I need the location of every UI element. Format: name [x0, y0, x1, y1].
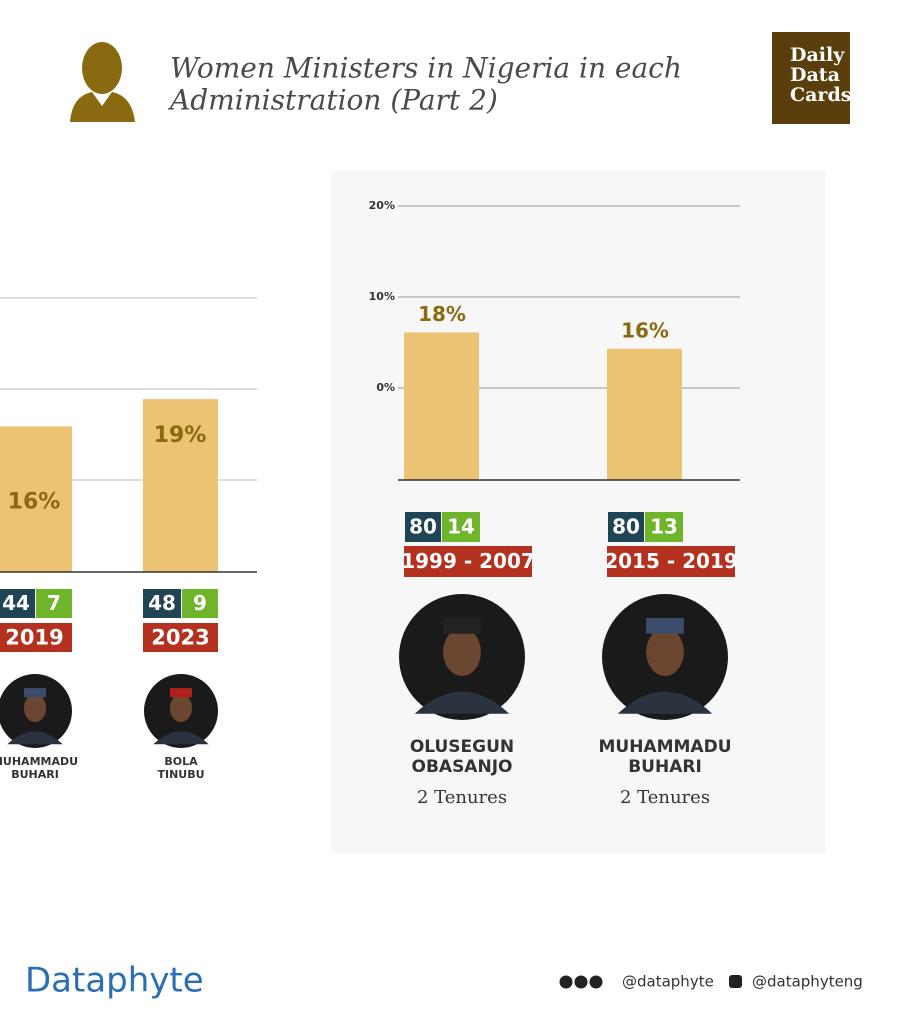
title-line: Women Ministers in Nigeria in each — [170, 52, 682, 85]
name: BUHARI — [11, 768, 59, 781]
logo-text: Daily — [790, 44, 845, 66]
bar — [607, 348, 682, 480]
bar — [143, 399, 218, 572]
name: OLUSEGUN — [410, 737, 514, 757]
handle: @dataphyteng — [752, 973, 863, 991]
bar-label: 16% — [8, 489, 61, 514]
axis-label: 0% — [376, 381, 395, 394]
logo-text: Data — [790, 64, 840, 86]
face — [23, 693, 47, 723]
count-badge — [36, 589, 72, 618]
handle: @dataphyte — [622, 973, 714, 991]
shoulders — [7, 731, 63, 745]
bar-label: 16% — [621, 318, 669, 342]
name: BUHARI — [628, 757, 702, 777]
social-icon — [589, 975, 603, 989]
title-line: Administration (Part 2) — [167, 84, 498, 117]
name: OBASANJO — [412, 757, 513, 777]
social-icon — [559, 975, 573, 989]
count-badge — [405, 512, 441, 542]
bar — [0, 426, 72, 572]
count-badge-text: 48 — [148, 591, 176, 615]
period-badge-text: 2019 — [5, 626, 63, 650]
count-badge-text: 13 — [650, 515, 678, 539]
count-badge-text: 7 — [47, 591, 61, 615]
period-badge — [143, 623, 218, 652]
name: TINUBU — [157, 768, 204, 781]
tenures: 2 Tenures — [417, 787, 507, 808]
name: MUHAMMADU — [0, 755, 78, 768]
period-badge-text: 2015 - 2019 — [604, 549, 738, 573]
bar-label: 19% — [154, 423, 207, 448]
count-badge-text: 14 — [447, 515, 475, 539]
face — [646, 628, 684, 676]
name: MUHAMMADU — [598, 737, 731, 757]
count-badge-text: 80 — [612, 515, 640, 539]
period-badge — [607, 546, 735, 577]
shoulders — [414, 691, 510, 714]
count-badge — [608, 512, 644, 542]
cap — [169, 688, 193, 698]
count-badge — [442, 512, 480, 542]
tenures: 2 Tenures — [620, 787, 710, 808]
count-badge-text: 80 — [409, 515, 437, 539]
count-badge — [0, 589, 35, 618]
social-icon — [729, 975, 742, 988]
period-badge-text: 2023 — [151, 626, 209, 650]
period-badge-text: 1999 - 2007 — [401, 549, 535, 573]
count-badge — [143, 589, 181, 618]
count-badge-text: 44 — [2, 591, 30, 615]
bar-label: 18% — [418, 302, 466, 326]
logo-text: Cards — [790, 84, 851, 106]
count-badge — [182, 589, 218, 618]
social-icon — [574, 975, 588, 989]
woman-icon — [70, 42, 135, 122]
brand: Dataphyte — [25, 961, 204, 1001]
face — [443, 628, 481, 676]
shoulders — [617, 691, 713, 714]
cap — [646, 617, 684, 634]
bar — [404, 332, 479, 480]
count-badge-text: 9 — [193, 591, 207, 615]
logo-box — [772, 32, 850, 124]
face — [169, 693, 193, 723]
axis-label: 20% — [369, 199, 395, 212]
axis-label: 10% — [369, 290, 395, 303]
name: BOLA — [164, 755, 198, 768]
cap — [443, 617, 481, 634]
period-badge — [0, 623, 72, 652]
shoulders — [153, 731, 209, 745]
cap — [23, 688, 47, 698]
count-badge — [645, 512, 683, 542]
period-badge — [404, 546, 532, 577]
